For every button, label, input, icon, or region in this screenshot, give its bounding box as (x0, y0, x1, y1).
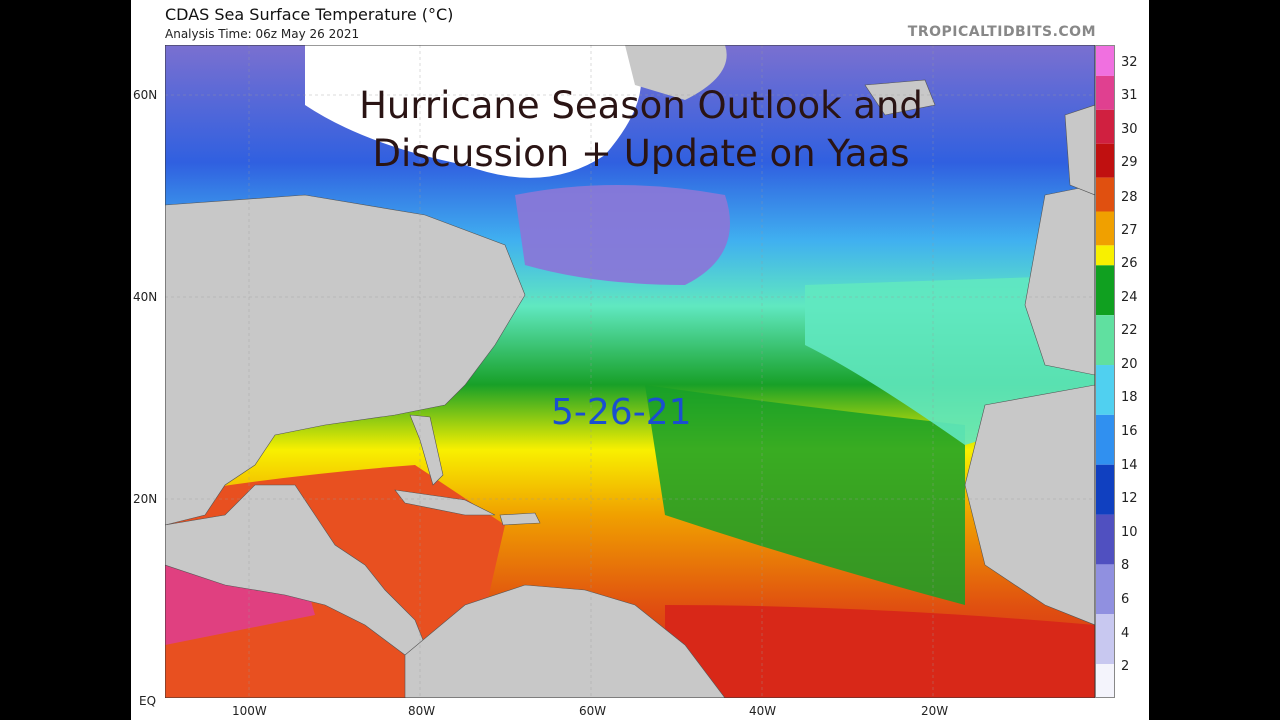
colorbar-label: 27 (1121, 223, 1138, 238)
colorbar-label: 29 (1121, 155, 1138, 170)
colorbar-label: 32 (1121, 55, 1138, 70)
colorbar-label: 28 (1121, 190, 1138, 205)
lat-label: 60N (133, 88, 158, 102)
sst-green-tongue (645, 385, 965, 605)
lon-label: 60W (579, 704, 607, 718)
map-title: CDAS Sea Surface Temperature (°C) (165, 5, 454, 24)
colorbar-label: 2 (1121, 659, 1130, 674)
colorbar-label: 20 (1121, 357, 1138, 372)
colorbar-label: 31 (1121, 88, 1138, 103)
africa (964, 384, 1095, 626)
analysis-time: Analysis Time: 06z May 26 2021 (165, 27, 360, 41)
florida (409, 414, 444, 486)
overlay-title-line: Discussion + Update on Yaas (372, 132, 910, 175)
south-america (404, 584, 726, 698)
sst-colorbar (1095, 45, 1115, 698)
colorbar-label: 24 (1121, 290, 1138, 305)
colorbar-label: 4 (1121, 626, 1130, 641)
british-isles (1064, 104, 1095, 196)
lon-label: 40W (749, 704, 777, 718)
lat-label: 20N (133, 492, 158, 506)
colorbar-label: 10 (1121, 525, 1138, 540)
hispaniola (499, 512, 541, 526)
lat-label: EQ (139, 694, 157, 708)
lon-label: 100W (232, 704, 267, 718)
colorbar-label: 16 (1121, 424, 1138, 439)
greenland-land (625, 45, 727, 100)
colorbar-label: 18 (1121, 390, 1138, 405)
sst-cold-newfoundland (515, 185, 730, 285)
colorbar-label: 22 (1121, 323, 1138, 338)
graticule (165, 45, 1095, 698)
sst-south-red (665, 605, 1095, 698)
brand-watermark: TROPICALTIDBITS.COM (907, 24, 1096, 40)
central-america (165, 484, 426, 656)
lon-label: 20W (921, 704, 949, 718)
greenland-ice (305, 45, 641, 178)
date-stamp: 5-26-21 (551, 392, 692, 433)
iceland (864, 79, 936, 116)
lat-label: 40N (133, 290, 158, 304)
colorbar-label: 30 (1121, 122, 1138, 137)
overlay-title: Hurricane Season Outlook and Discussion … (281, 82, 1001, 178)
colorbar-label: 12 (1121, 491, 1138, 506)
colorbar-label: 6 (1121, 592, 1130, 607)
colorbar-label: 8 (1121, 558, 1130, 573)
lon-label: 80W (408, 704, 436, 718)
overlay-title-line: Hurricane Season Outlook and (359, 84, 923, 127)
sst-map (165, 45, 1095, 698)
colorbar-label: 26 (1121, 256, 1138, 271)
colorbar-label: 14 (1121, 458, 1138, 473)
north-america (165, 194, 526, 526)
map-figure: CDAS Sea Surface Temperature (°C) Analys… (131, 0, 1149, 720)
